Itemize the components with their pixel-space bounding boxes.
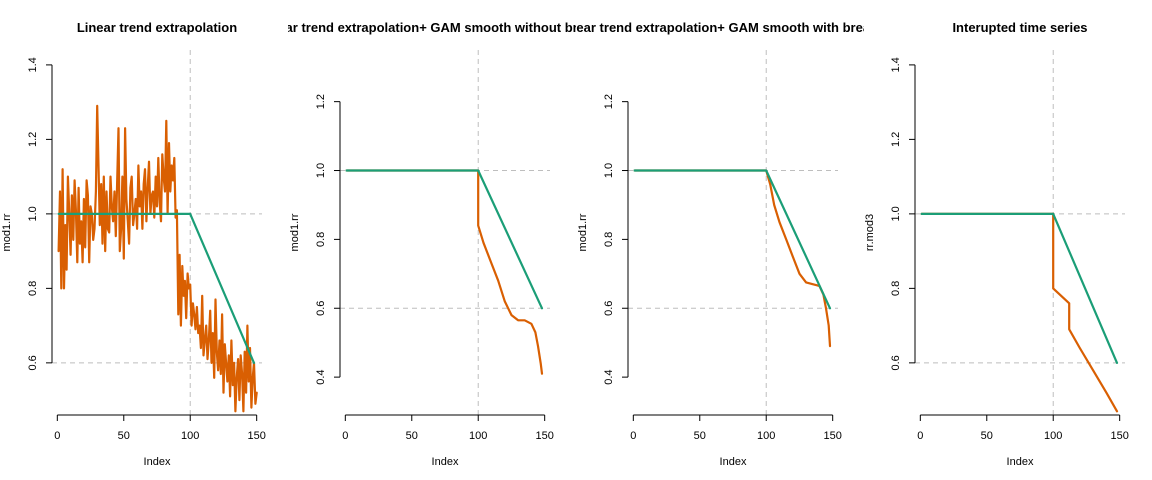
x-tick-label: 100	[757, 430, 775, 442]
x-tick-label: 50	[406, 430, 418, 442]
x-tick-label: 150	[248, 430, 266, 442]
y-axis-title: mod1.rr	[577, 213, 589, 251]
y-tick-label: 0.6	[603, 301, 615, 316]
series-line-green	[920, 212, 1119, 364]
chart-title: Linear trend extrapolation+ GAM smooth w…	[259, 20, 632, 35]
y-tick-label: 0.8	[315, 232, 327, 247]
y-tick-label: 1.2	[603, 94, 615, 109]
chart-title: Interupted time series	[952, 20, 1087, 35]
chart-panel-1: 0 50 100 150 0.6 0.8 1.0 1.2 1.4 Index mod1.rr Line…	[1, 20, 266, 468]
y-tick-label: 0.8	[890, 281, 902, 296]
y-tick-label: 1.4	[890, 57, 902, 72]
series-line-green	[57, 212, 256, 364]
x-tick-label: 50	[981, 430, 993, 442]
series-line-orange	[920, 212, 1119, 413]
x-tick-label: 50	[694, 430, 706, 442]
x-tick-label: 100	[181, 430, 199, 442]
x-tick-label: 150	[1111, 430, 1129, 442]
chart-title: Linear trend extrapolation+ GAM smooth w…	[557, 20, 910, 35]
series-line-green	[345, 169, 544, 310]
x-tick-label: 50	[118, 430, 130, 442]
y-tick-label: 1.0	[27, 206, 39, 221]
reference-lines	[340, 50, 550, 415]
reference-lines	[628, 50, 838, 415]
reference-lines	[915, 50, 1125, 415]
y-tick-label: 1.0	[603, 163, 615, 178]
x-axis-title: Index	[1007, 456, 1034, 468]
y-tick-label: 1.2	[890, 132, 902, 147]
x-axis-title: Index	[720, 456, 747, 468]
series-line-orange	[57, 104, 258, 413]
x-axis-title: Index	[432, 456, 459, 468]
y-tick-label: 1.0	[890, 206, 902, 221]
chart-panel-3: 0 50 100 150 0.4 0.6 0.8 1.0 1.2 Index mod1.rr Line…	[557, 20, 910, 468]
chart-panel-4: 0 50 100 150 0.6 0.8 1.0 1.2 1.4 Index rr.mod3 Inte…	[864, 20, 1129, 468]
x-axis-title: Index	[144, 456, 171, 468]
y-tick-label: 0.8	[27, 281, 39, 296]
y-axis-title: rr.mod3	[864, 214, 876, 251]
y-tick-label: 0.4	[603, 369, 615, 384]
y-axis-title: mod1.rr	[289, 213, 301, 251]
series-line-green	[633, 169, 832, 310]
y-tick-label: 1.2	[315, 94, 327, 109]
x-tick-label: 150	[824, 430, 842, 442]
x-tick-label: 150	[536, 430, 554, 442]
y-tick-label: 1.0	[315, 163, 327, 178]
x-tick-label: 0	[630, 430, 636, 442]
x-tick-label: 0	[54, 430, 60, 442]
x-tick-label: 100	[1044, 430, 1062, 442]
y-tick-label: 0.4	[315, 369, 327, 384]
y-tick-label: 0.8	[603, 232, 615, 247]
y-axis-title: mod1.rr	[1, 213, 13, 251]
y-tick-label: 1.2	[27, 132, 39, 147]
y-tick-label: 0.6	[315, 301, 327, 316]
y-tick-label: 0.6	[27, 355, 39, 370]
y-tick-label: 1.4	[27, 57, 39, 72]
series-line-orange	[633, 169, 832, 348]
x-tick-label: 0	[342, 430, 348, 442]
x-tick-label: 0	[917, 430, 923, 442]
x-tick-label: 100	[469, 430, 487, 442]
y-tick-label: 0.6	[890, 355, 902, 370]
chart-title: Linear trend extrapolation	[77, 20, 237, 35]
chart-panel-2: 0 50 100 150 0.4 0.6 0.8 1.0 1.2 Index mod1.rr Line…	[259, 20, 632, 468]
series-line-orange	[345, 169, 544, 375]
